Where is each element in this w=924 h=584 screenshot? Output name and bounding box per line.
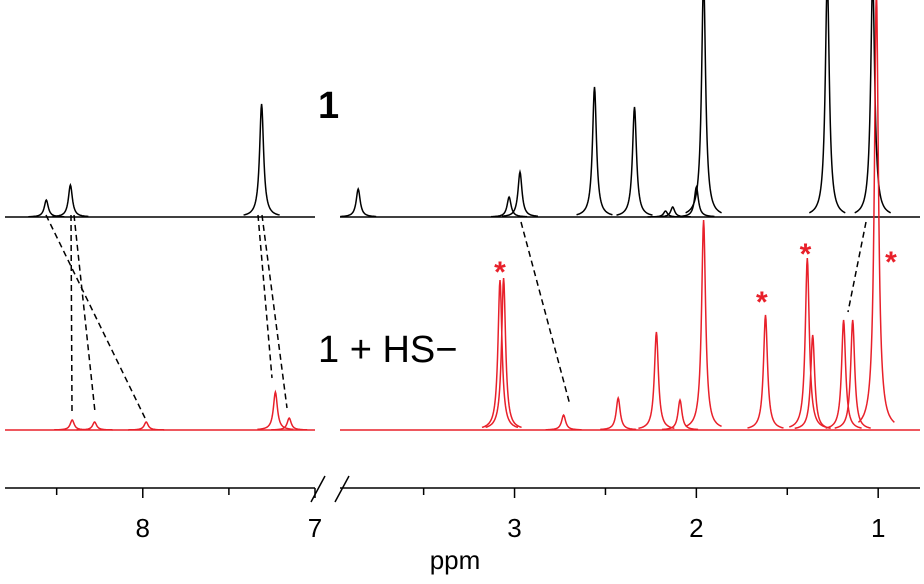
peak [481, 279, 519, 429]
peak [794, 334, 831, 430]
peak [600, 395, 637, 431]
peak [685, 219, 722, 427]
peak [825, 319, 862, 429]
peak [243, 103, 280, 216]
peak [28, 198, 65, 218]
dashed-line [261, 214, 288, 409]
peak [854, 0, 891, 214]
peak [340, 187, 377, 218]
x-tick-label: 7 [308, 513, 322, 543]
asterisk: * [800, 238, 812, 271]
peak [747, 314, 784, 429]
peak [485, 277, 522, 429]
peak [789, 257, 826, 428]
peak [490, 195, 528, 218]
break-mark [310, 475, 326, 503]
spectrum-label: 1 [318, 85, 339, 127]
peak [857, 0, 895, 423]
peak [647, 210, 684, 218]
peak [834, 319, 871, 429]
peak [545, 413, 582, 431]
peak [678, 185, 715, 218]
dashed-line [45, 214, 146, 419]
dashed-line [257, 214, 273, 379]
peak [52, 182, 89, 218]
peak [54, 419, 91, 431]
asterisk: * [756, 286, 768, 319]
peak [685, 0, 722, 214]
peak [502, 169, 538, 217]
peak [638, 331, 675, 430]
peak [76, 421, 113, 431]
dashed-line [70, 214, 73, 413]
peak [661, 398, 699, 431]
x-tick-label: 8 [136, 513, 150, 543]
asterisk: * [885, 246, 897, 279]
asterisk: * [494, 256, 506, 289]
dashed-line [847, 221, 867, 313]
x-tick-label: 3 [507, 513, 521, 543]
dashed-line [520, 221, 571, 406]
spectrum-label: 1 + HS− [318, 329, 457, 371]
axis-break [310, 475, 350, 503]
x-tick-label: 1 [871, 513, 885, 543]
peak [271, 416, 308, 431]
peak [257, 389, 294, 431]
peak [654, 206, 691, 218]
peak [809, 0, 846, 214]
x-tick-label: 2 [689, 513, 703, 543]
correlation-lines [45, 214, 867, 419]
dashed-line [73, 214, 96, 413]
peak [616, 106, 653, 216]
peak [576, 86, 613, 216]
break-mark [334, 475, 350, 503]
x-axis-label: ppm [430, 545, 481, 575]
peak [128, 421, 165, 431]
